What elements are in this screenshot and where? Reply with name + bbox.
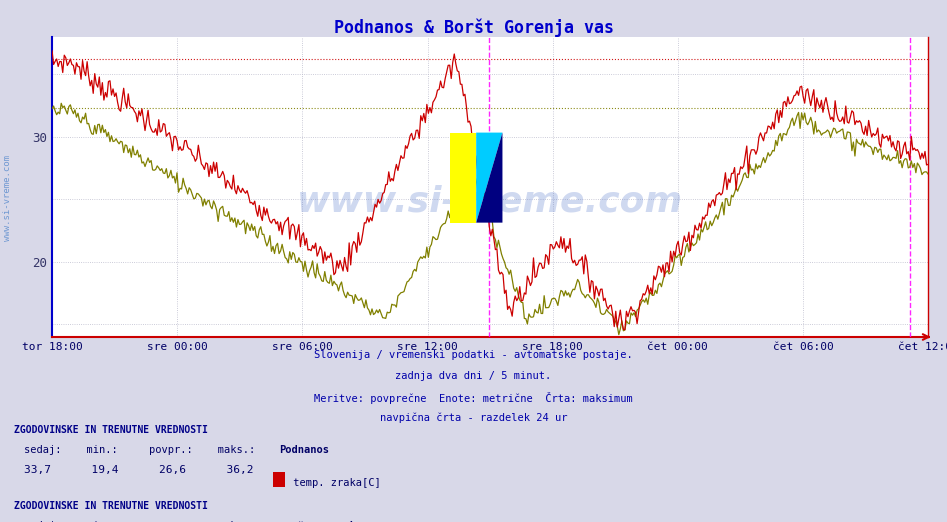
Text: ZGODOVINSKE IN TRENUTNE VREDNOSTI: ZGODOVINSKE IN TRENUTNE VREDNOSTI bbox=[14, 501, 208, 511]
Text: Meritve: povprečne  Enote: metrične  Črta: maksimum: Meritve: povprečne Enote: metrične Črta:… bbox=[314, 392, 633, 404]
Text: temp. zraka[C]: temp. zraka[C] bbox=[287, 478, 381, 488]
Text: sedaj:    min.:     povpr.:    maks.:: sedaj: min.: povpr.: maks.: bbox=[24, 445, 280, 455]
Text: zadnja dva dni / 5 minut.: zadnja dva dni / 5 minut. bbox=[396, 371, 551, 381]
Bar bbox=[450, 133, 476, 222]
Text: Slovenija / vremenski podatki - avtomatske postaje.: Slovenija / vremenski podatki - avtomats… bbox=[314, 350, 633, 360]
Text: Podnanos: Podnanos bbox=[279, 445, 330, 455]
Text: navpična črta - razdelek 24 ur: navpična črta - razdelek 24 ur bbox=[380, 412, 567, 423]
Text: www.si-vreme.com: www.si-vreme.com bbox=[3, 156, 12, 241]
Text: sedaj:    min.:     povpr.:    maks.:: sedaj: min.: povpr.: maks.: bbox=[24, 521, 280, 522]
Polygon shape bbox=[476, 133, 503, 222]
Text: www.si-vreme.com: www.si-vreme.com bbox=[297, 185, 683, 219]
Polygon shape bbox=[476, 133, 503, 222]
Text: Podnanos & Boršt Gorenja vas: Podnanos & Boršt Gorenja vas bbox=[333, 18, 614, 37]
Text: Boršt Gorenja vas: Boršt Gorenja vas bbox=[279, 521, 385, 522]
Text: ZGODOVINSKE IN TRENUTNE VREDNOSTI: ZGODOVINSKE IN TRENUTNE VREDNOSTI bbox=[14, 425, 208, 435]
Text: 33,7      19,4      26,6      36,2: 33,7 19,4 26,6 36,2 bbox=[24, 465, 253, 474]
